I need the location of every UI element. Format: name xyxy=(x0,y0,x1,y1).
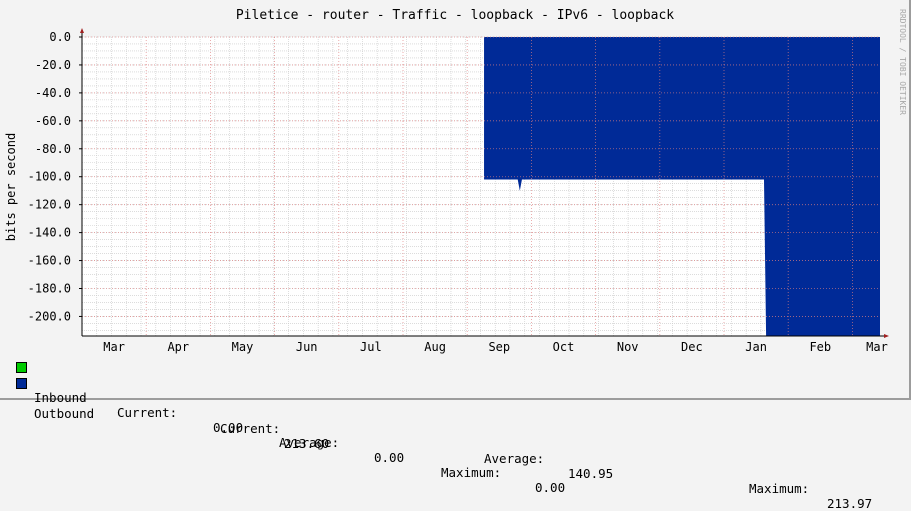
y-tick-label: -200.0 xyxy=(28,309,71,323)
x-tick-label: Mar xyxy=(103,340,125,354)
chart-title: Piletice - router - Traffic - loopback -… xyxy=(236,8,674,23)
legend-maximum: 213.97 xyxy=(827,496,873,511)
legend-average: 140.95 xyxy=(568,466,614,481)
y-tick-label: -100.0 xyxy=(28,170,71,184)
x-tick-label: Dec xyxy=(681,340,703,354)
inbound-swatch xyxy=(16,362,27,373)
legend-maximum-label: Maximum: xyxy=(749,481,810,496)
y-tick-label: -60.0 xyxy=(35,114,71,128)
legend-name: Outbound xyxy=(34,406,95,421)
y-tick-label: -20.0 xyxy=(35,58,71,72)
x-tick-label: Aug xyxy=(424,340,446,354)
x-tick-label: Sep xyxy=(488,340,510,354)
x-tick-label: Jun xyxy=(296,340,318,354)
y-tick-label: -40.0 xyxy=(35,86,71,100)
legend-current-label: Current: xyxy=(117,405,178,420)
outbound-swatch xyxy=(16,378,27,389)
x-axis-arrow xyxy=(884,334,889,338)
rrdtool-watermark: RRDTOOL / TOBI OETIKER xyxy=(898,9,907,115)
y-tick-label: -120.0 xyxy=(28,198,71,212)
x-tick-label: Oct xyxy=(553,340,575,354)
y-tick-label: 0.0 xyxy=(49,30,71,44)
graph-frame xyxy=(0,0,911,400)
legend-maximum: 0.00 xyxy=(535,480,566,495)
x-tick-label: Nov xyxy=(617,340,639,354)
y-tick-label: -80.0 xyxy=(35,142,71,156)
legend-name: Inbound xyxy=(34,390,87,405)
legend-average-label: Average: xyxy=(484,451,545,466)
traffic-chart: Piletice - router - Traffic - loopback -… xyxy=(4,8,907,354)
legend-current: 213.60 xyxy=(284,436,330,451)
legend-maximum-label: Maximum: xyxy=(441,465,502,480)
y-tick-label: -160.0 xyxy=(28,254,71,268)
x-tick-label: May xyxy=(232,340,254,354)
x-tick-label: Mar xyxy=(866,340,888,354)
y-tick-label: -140.0 xyxy=(28,226,71,240)
x-tick-label: Feb xyxy=(809,340,831,354)
x-tick-label: Jan xyxy=(745,340,767,354)
y-axis-arrow xyxy=(80,28,84,33)
x-tick-label: Jul xyxy=(360,340,382,354)
y-tick-label: -180.0 xyxy=(28,281,71,295)
x-tick-label: Apr xyxy=(167,340,189,354)
legend-outbound: Outbound Current: 213.60 Average: 140.95… xyxy=(16,376,872,511)
legend-current-label: Current: xyxy=(220,421,281,436)
outbound-area xyxy=(111,37,880,336)
y-axis-label: bits per second xyxy=(4,133,18,241)
legend-average: 0.00 xyxy=(374,450,405,465)
